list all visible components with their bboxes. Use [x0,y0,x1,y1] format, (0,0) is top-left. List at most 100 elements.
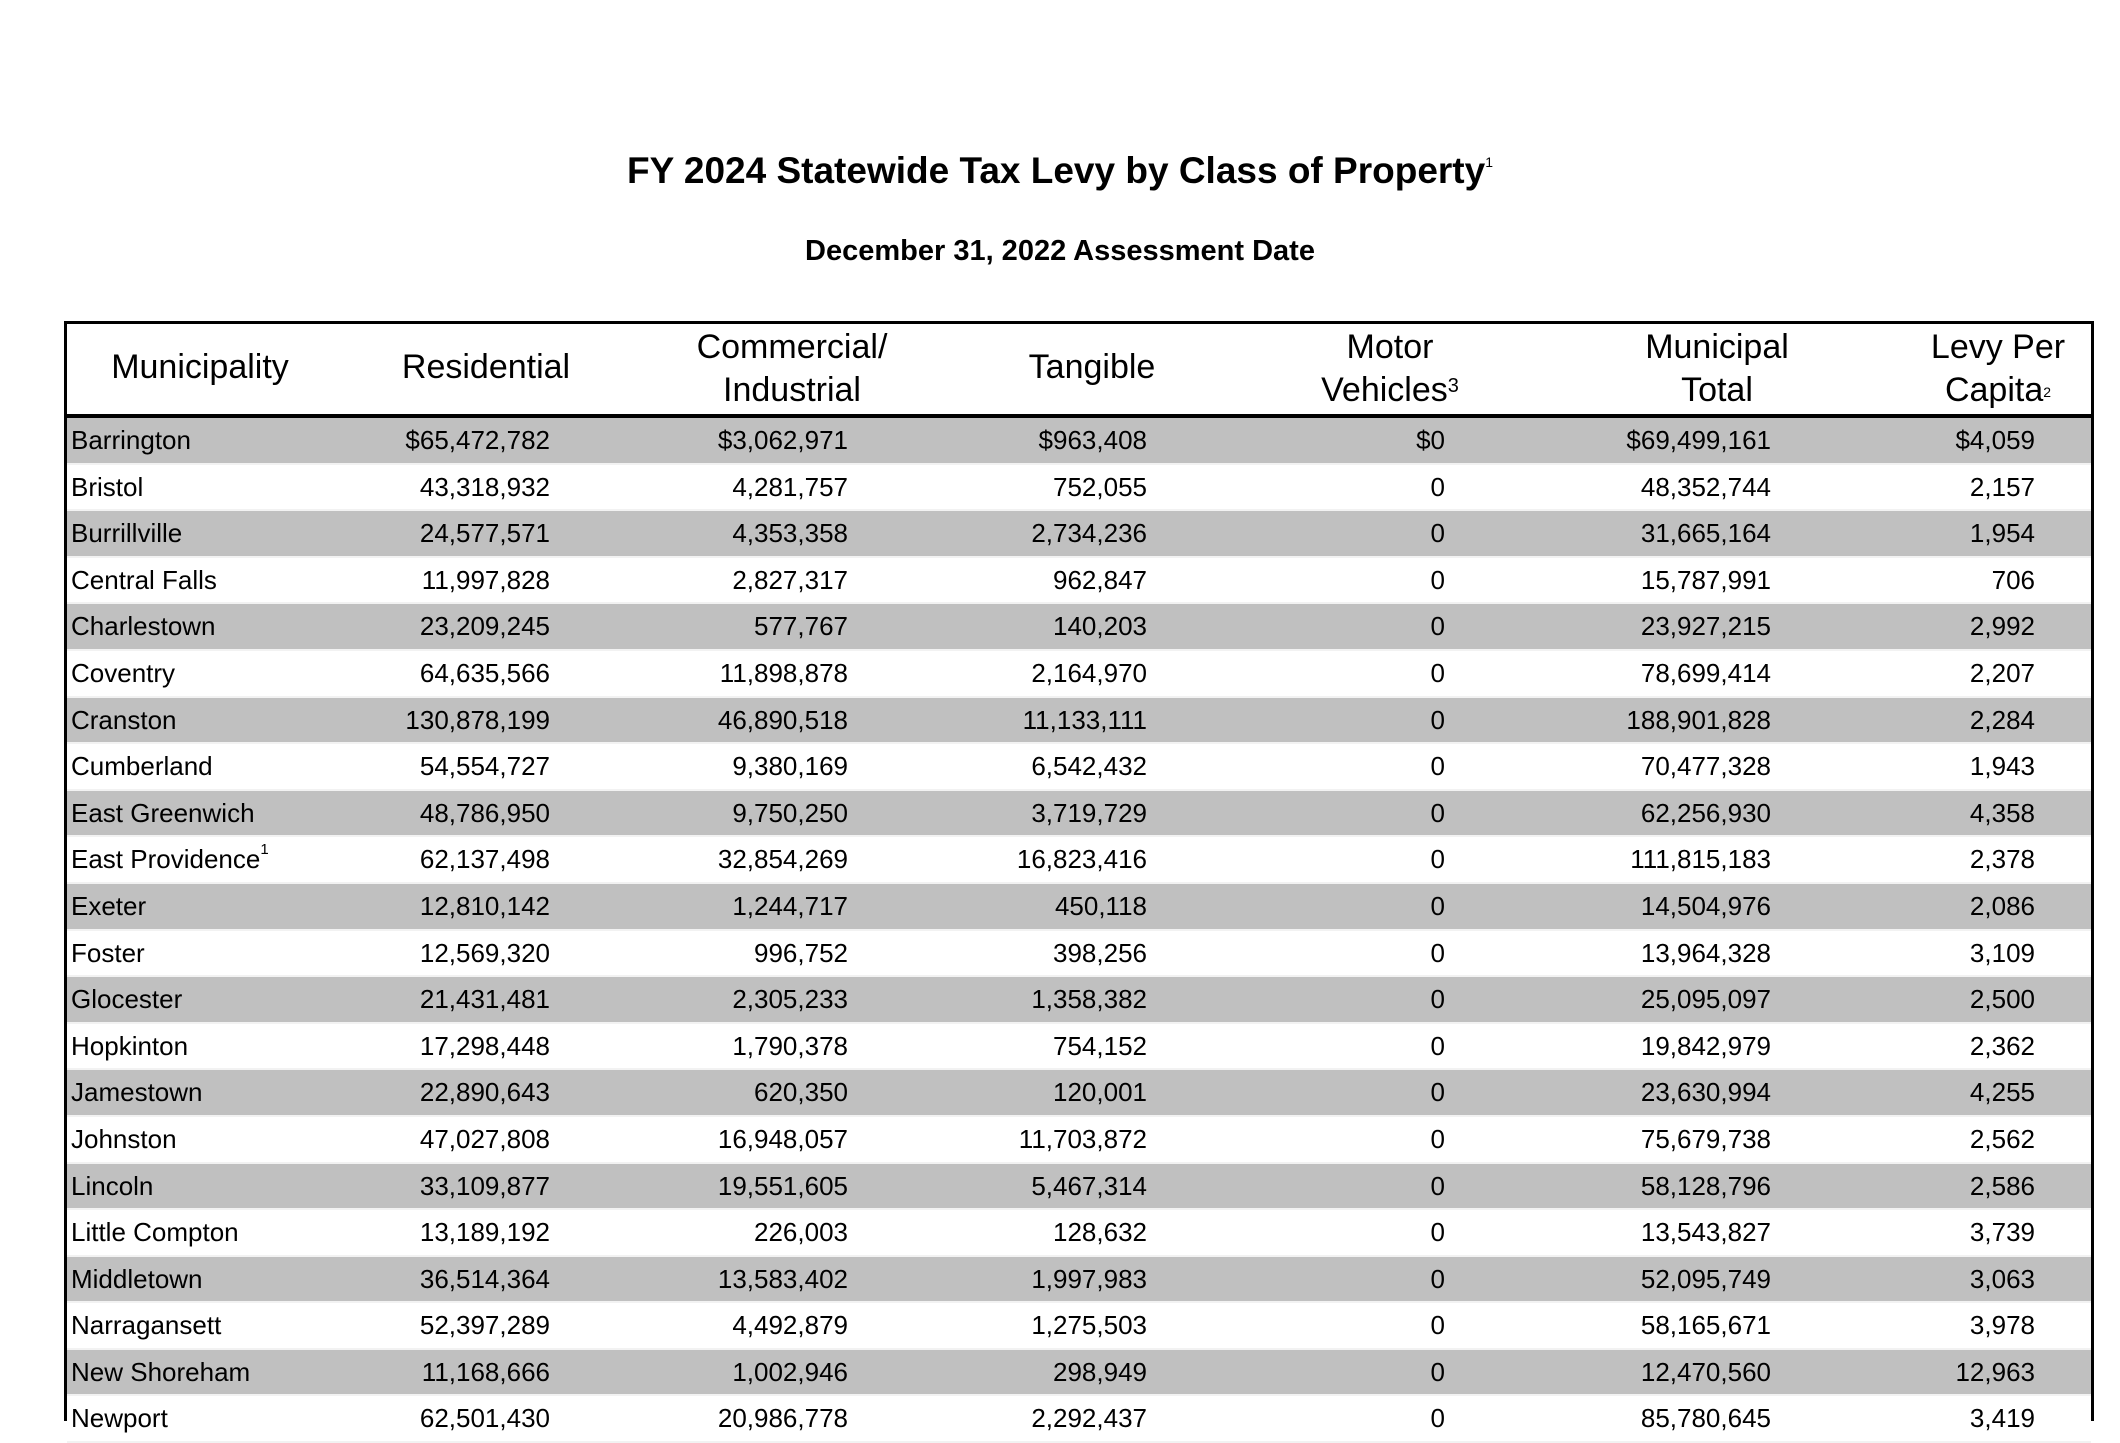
column-header-municipality: Municipality [111,346,289,389]
municipality-name: Hopkinton [71,1030,189,1061]
municipality-name: Foster [71,937,145,968]
cell-motor: 0 [1430,1123,1445,1154]
cell-commercial: 46,890,518 [717,704,848,735]
table-row: Exeter 12,810,142 1,244,717 450,118 0 14,504,… [67,883,2091,931]
cell-per-capita: 3,739 [1969,1217,2035,1248]
table-row: Charlestown 23,209,245 577,767 140,203 0 23,9… [67,604,2091,651]
cell-per-capita: 2,086 [1969,890,2035,921]
column-header-levy-per-capita: Levy Per Capita2 [1931,326,2065,412]
header-line-1: Municipal [1645,328,1789,366]
cell-residential: 33,109,877 [419,1170,550,1201]
municipality-name: Burrillville [71,518,183,549]
cell-residential: $65,472,782 [405,425,550,455]
table-row: Lincoln 33,109,877 19,551,605 5,467,314 0 58,… [67,1163,2091,1211]
table-body: Barrington $65,472,782 $3,062,971 $963,408 $… [67,418,2091,1443]
cell-residential: 130,878,199 [405,704,550,735]
table-row: Hopkinton 17,298,448 1,790,378 754,152 0 19,8… [67,1024,2091,1071]
cell-tangible: 128,632 [1053,1217,1147,1248]
table-row: Cranston 130,878,199 46,890,518 11,133,111 0… [67,697,2091,745]
cell-tangible: 450,118 [1054,890,1147,921]
cell-total: 58,128,796 [1640,1170,1771,1201]
cell-per-capita: 2,362 [1969,1030,2035,1061]
cell-total: 48,352,744 [1640,471,1771,502]
cell-total: 78,699,414 [1640,657,1771,688]
cell-motor: 0 [1430,1403,1445,1434]
cell-residential: 12,569,320 [419,937,550,968]
cell-motor: 0 [1430,657,1445,688]
cell-motor: 0 [1430,518,1445,549]
cell-municipality: Jamestown [71,1077,203,1108]
cell-tangible: 11,703,872 [1018,1123,1147,1154]
cell-municipality: Charlestown [71,611,216,642]
cell-residential: 13,189,192 [419,1217,550,1248]
cell-municipality: Burrillville [71,518,182,549]
cell-per-capita: 2,562 [1969,1123,2035,1154]
cell-commercial: 1,790,378 [732,1030,848,1061]
cell-residential: 11,168,666 [421,1356,550,1387]
cell-tangible: 2,292,437 [1031,1403,1147,1434]
municipality-name: Cumberland [71,751,213,782]
cell-total: 14,504,976 [1640,890,1771,921]
municipality-name: Cranston [71,704,177,735]
table-row: Glocester 21,431,481 2,305,233 1,358,382 0 25… [67,977,2091,1024]
cell-total: 13,964,328 [1640,937,1771,968]
cell-motor: 0 [1430,1170,1445,1201]
cell-motor: 0 [1430,564,1445,595]
column-header-residential: Residential [402,346,570,389]
cell-total: 23,630,994 [1640,1077,1771,1108]
cell-municipality: Exeter [71,891,146,922]
cell-tangible: 752,055 [1053,471,1147,502]
table-row: Johnston 47,027,808 16,948,057 11,703,872 0 7… [67,1117,2091,1164]
cell-tangible: 6,542,432 [1031,751,1147,782]
tax-levy-table: Municipality Residential Commercial/Indust… [64,321,2094,1443]
cell-motor: 0 [1430,1263,1445,1294]
cell-motor: 0 [1430,890,1445,921]
cell-municipality: Cumberland [71,751,213,782]
cell-municipality: Narragansett [71,1310,221,1341]
cell-municipality: Hopkinton [71,1031,188,1062]
municipality-name: Coventry [71,657,176,688]
header-line-2-text: Vehicles [1321,371,1448,409]
cell-tangible: 298,949 [1053,1356,1147,1387]
header-line-2: Industrial [697,369,888,412]
cell-motor: 0 [1430,1310,1445,1341]
cell-commercial: 19,551,605 [717,1170,848,1201]
table-header: Municipality Residential Commercial/Indust… [67,324,2091,418]
table-row: Bristol 43,318,932 4,281,757 752,055 0 48,352… [67,465,2091,512]
municipality-name: Central Falls [71,564,217,595]
cell-commercial: 9,750,250 [732,797,848,828]
cell-residential: 52,397,289 [419,1310,550,1341]
cell-commercial: 4,492,879 [732,1310,848,1341]
municipality-name: Lincoln [71,1170,154,1201]
cell-total: 12,470,560 [1640,1356,1771,1387]
cell-per-capita: 3,063 [1969,1263,2035,1294]
cell-municipality: Cranston [71,705,177,736]
page-title: FY 2024 Statewide Tax Levy by Class of P… [0,150,2120,192]
cell-commercial: 11,898,878 [719,657,848,688]
cell-total: 111,815,183 [1630,844,1771,875]
cell-commercial: $3,062,971 [717,425,848,455]
cell-residential: 47,027,808 [419,1123,550,1154]
cell-commercial: 226,003 [754,1217,848,1248]
cell-per-capita: 12,963 [1955,1356,2035,1387]
cell-tangible: 2,164,970 [1031,657,1147,688]
cell-commercial: 4,353,358 [732,518,848,549]
cell-residential: 62,137,498 [419,844,550,875]
cell-residential: 36,514,364 [419,1263,550,1294]
municipality-name: Little Compton [71,1217,239,1248]
cell-commercial: 13,583,402 [717,1263,848,1294]
cell-residential: 54,554,727 [419,751,550,782]
cell-municipality: Coventry [71,658,175,689]
cell-municipality: East Greenwich [71,798,255,829]
cell-per-capita: 2,500 [1969,984,2035,1015]
cell-per-capita: 706 [1991,564,2035,595]
table-row: Coventry 64,635,566 11,898,878 2,164,970 0 78… [67,651,2091,698]
cell-residential: 64,635,566 [419,657,550,688]
table-row: Burrillville 24,577,571 4,353,358 2,734,236… [67,511,2091,558]
cell-per-capita: 1,954 [1969,518,2035,549]
municipality-name: New Shoreham [71,1356,251,1387]
cell-residential: 17,298,448 [419,1030,550,1061]
column-header-commercial-industrial: Commercial/Industrial [697,326,888,412]
cell-total: 23,927,215 [1640,611,1771,642]
cell-municipality: New Shoreham [71,1357,250,1388]
